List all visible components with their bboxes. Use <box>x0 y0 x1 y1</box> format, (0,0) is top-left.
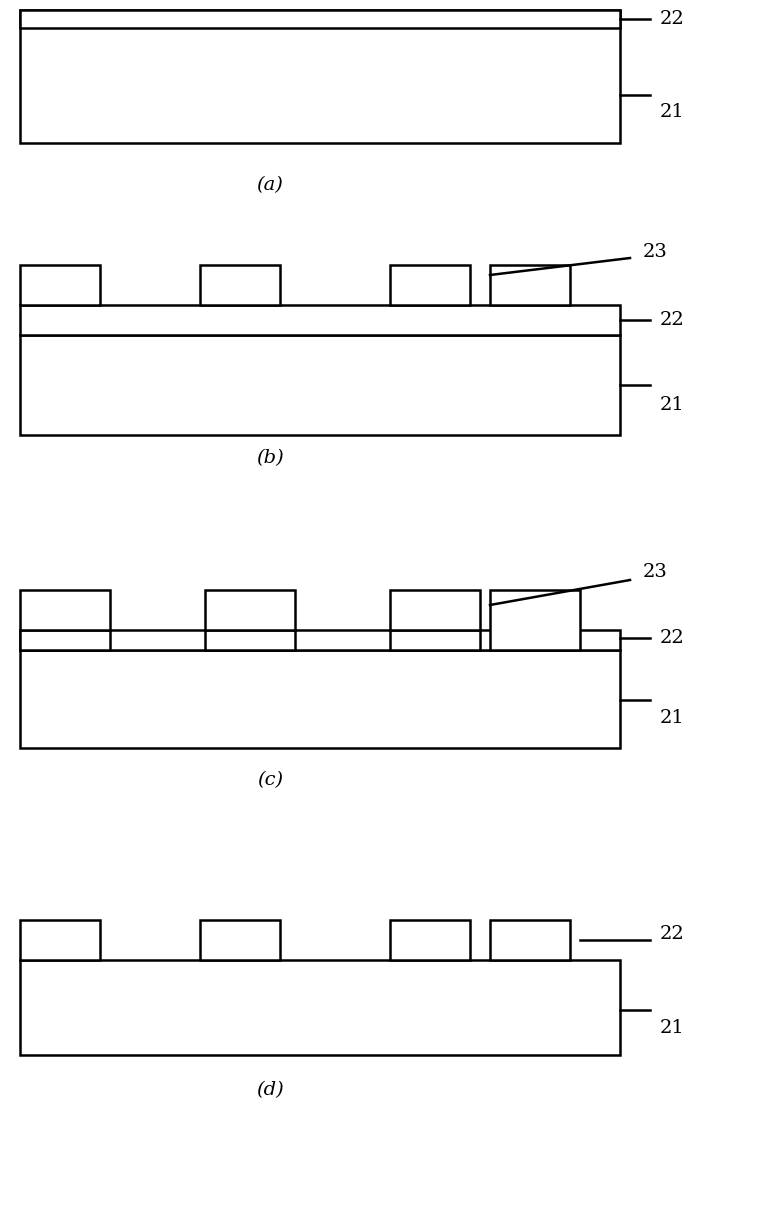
Bar <box>20 630 620 650</box>
Bar <box>205 590 295 630</box>
Text: 21: 21 <box>660 396 685 414</box>
Text: 22: 22 <box>660 312 685 329</box>
Bar <box>20 650 620 748</box>
Text: 22: 22 <box>660 10 685 28</box>
Text: 21: 21 <box>660 710 685 727</box>
Bar <box>390 265 470 305</box>
Bar <box>390 630 480 650</box>
Bar <box>490 920 570 960</box>
Bar <box>390 920 470 960</box>
Text: 22: 22 <box>660 629 685 647</box>
Text: 23: 23 <box>643 243 668 260</box>
Text: (c): (c) <box>257 772 283 789</box>
Text: (d): (d) <box>256 1081 284 1099</box>
Bar <box>490 265 570 305</box>
Text: 22: 22 <box>660 925 685 943</box>
Bar <box>390 590 480 630</box>
Bar <box>200 265 280 305</box>
Text: (b): (b) <box>256 449 284 467</box>
Bar <box>20 960 620 1055</box>
Bar <box>490 590 580 650</box>
Text: 21: 21 <box>660 1019 685 1037</box>
Bar <box>200 920 280 960</box>
Bar <box>20 335 620 434</box>
Bar <box>20 305 620 335</box>
Bar <box>20 920 100 960</box>
Text: 23: 23 <box>643 563 668 581</box>
Bar <box>20 630 110 650</box>
Bar <box>205 630 295 650</box>
Bar <box>20 10 620 28</box>
Text: 21: 21 <box>660 103 685 120</box>
Bar <box>20 265 100 305</box>
Bar <box>20 10 620 144</box>
Bar <box>20 590 110 630</box>
Text: (a): (a) <box>257 176 283 194</box>
